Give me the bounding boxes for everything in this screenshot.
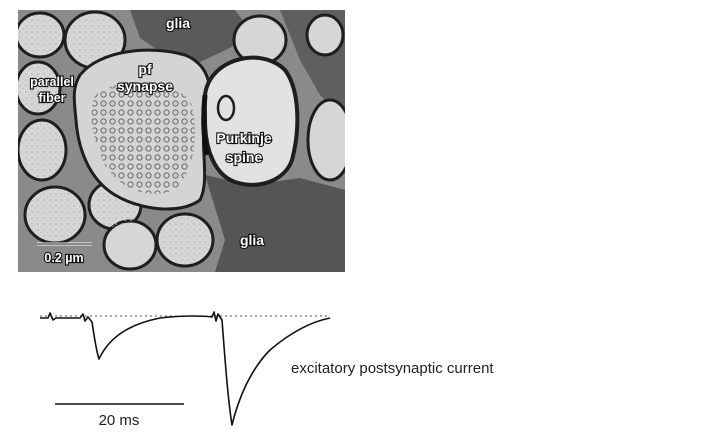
label-parallel-fiber-line1: parallel bbox=[30, 75, 74, 89]
electron-micrograph: glia parallel fiber pf synapse Purkinje … bbox=[18, 10, 345, 272]
time-scale-label: 20 ms bbox=[99, 412, 140, 429]
label-purkinje-spine-line2: spine bbox=[226, 149, 263, 165]
label-pf-synapse-line1: pf bbox=[138, 61, 152, 77]
label-purkinje-spine-line1: Purkinje bbox=[216, 130, 271, 146]
glia-region-bottom bbox=[205, 175, 345, 272]
trace-caption: excitatory postsynaptic current bbox=[291, 360, 494, 377]
purkinje-spine bbox=[202, 55, 300, 187]
spine-apparatus bbox=[216, 94, 236, 122]
label-parallel-fiber-line2: fiber bbox=[38, 91, 65, 105]
postsynaptic-density bbox=[201, 94, 210, 156]
micrograph-scale-label: 0.2 µm bbox=[44, 251, 83, 265]
label-pf-synapse-line2: synapse bbox=[117, 78, 173, 94]
epsc-trace bbox=[40, 311, 331, 426]
label-glia-bottom: glia bbox=[240, 232, 264, 248]
label-glia-top: glia bbox=[166, 15, 190, 31]
